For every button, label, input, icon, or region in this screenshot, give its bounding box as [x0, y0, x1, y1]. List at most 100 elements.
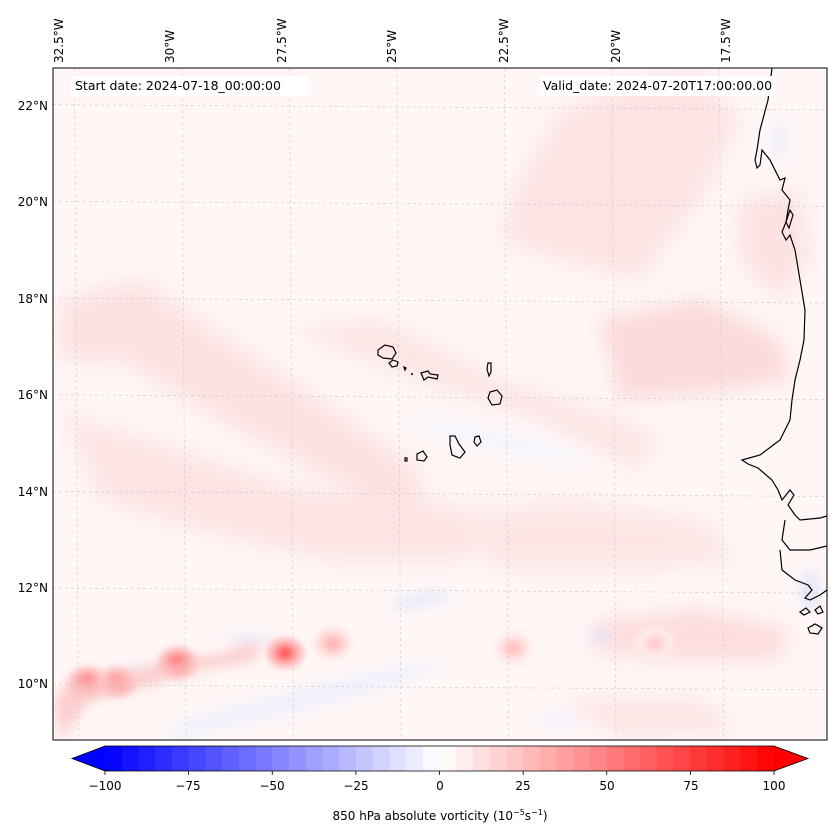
colorbar-segment [255, 746, 273, 771]
colorbar-tick-label: −75 [175, 779, 201, 793]
colorbar-segment [673, 746, 691, 771]
band-ne [500, 70, 740, 280]
colorbar-segment [171, 746, 190, 771]
band-south-c [450, 500, 740, 570]
lon-label-20w: 20°W [609, 29, 623, 63]
colorbar-tick-label: 75 [683, 779, 699, 793]
colorbar-segment [188, 746, 206, 771]
colorbar [70, 745, 810, 775]
colorbar-segment [138, 746, 156, 771]
colorbar-segment [606, 746, 624, 771]
neg-patch [225, 635, 275, 645]
colorbar-segment [288, 746, 307, 771]
lat-label-10n: 10°N [17, 677, 48, 691]
band-bottom [560, 700, 740, 735]
colorbar-segment [439, 746, 457, 771]
colorbar-tick-label: −25 [343, 779, 369, 793]
neg-patch [164, 664, 436, 736]
colorbar-label-paren: ) [542, 809, 548, 823]
island-fogo [416, 450, 428, 462]
colorbar-segment [506, 746, 524, 771]
colorbar-segment [740, 746, 758, 771]
colorbar-segment [690, 746, 708, 771]
island-sao-nicolau [420, 370, 439, 381]
colorbar-segment [523, 746, 541, 771]
colorbar-label-exp: −5 [512, 808, 525, 817]
island-sal [486, 362, 492, 378]
neg-patch [411, 418, 589, 462]
band-w [60, 400, 520, 560]
colorbar-segment [556, 746, 574, 771]
lon-label-32-5w: 32.5°W [52, 18, 66, 63]
lat-label-22n: 22°N [17, 99, 48, 113]
lon-label-22-5w: 22.5°W [497, 18, 511, 63]
colorbar-segment [372, 746, 390, 771]
wave-track [55, 640, 260, 740]
colorbar-segment [539, 746, 558, 771]
valid-date-label: Valid_date: 2024-07-20T17:00:00.00 [539, 76, 777, 96]
colorbar-segment [205, 746, 223, 771]
colorbar-segment [489, 746, 507, 771]
start-date-label: Start date: 2024-07-18_00:00:00 [71, 76, 309, 96]
lat-label-18n: 18°N [17, 292, 48, 306]
island-santa-luzia [402, 365, 407, 372]
island-santiago [449, 435, 466, 459]
colorbar-segment [623, 746, 641, 771]
colorbar-segment [105, 746, 123, 771]
colorbar-segment [757, 746, 775, 771]
colorbar-extend-max [774, 746, 808, 771]
island-sao-vicente [388, 359, 399, 368]
island-santo-antao [377, 344, 397, 360]
band-nw [60, 280, 420, 520]
lat-label-12n: 12°N [17, 581, 48, 595]
island-boa-vista [487, 389, 503, 406]
colorbar-segment [155, 746, 173, 771]
colorbar-segment [590, 746, 608, 771]
colorbar-segment [272, 746, 290, 771]
colorbar-segment [322, 746, 340, 771]
vorticity-maximum [649, 638, 661, 649]
colorbar-segment [573, 746, 591, 771]
colorbar-segment [707, 746, 725, 771]
neg-patch [588, 629, 612, 641]
colorbar-segment [339, 746, 357, 771]
colorbar-extend-min [72, 746, 105, 771]
colorbar-tick-label: 50 [599, 779, 615, 793]
gridline-longitude [289, 68, 294, 740]
colorbar-label-exp: −1 [531, 808, 543, 817]
lat-label-16n: 16°N [17, 388, 48, 402]
gridline-longitude [181, 68, 187, 740]
bijagos-islands [798, 605, 824, 635]
colorbar-tick-label: −100 [88, 779, 122, 793]
neg-patch [540, 714, 580, 726]
gridline-longitude [396, 68, 402, 740]
vorticity-maximum [279, 647, 292, 658]
colorbar-segment [472, 746, 491, 771]
colorbar-segment [640, 746, 658, 771]
lon-label-25w: 25°W [385, 29, 399, 63]
coastline [377, 68, 827, 635]
island-brava [404, 457, 408, 462]
colorbar-segment [389, 746, 407, 771]
colorbar-segment [406, 746, 424, 771]
colorbar-tick-label: −50 [259, 779, 285, 793]
island-raso [411, 373, 413, 375]
colorbar-label-text: 850 hPa absolute vorticity (10 [332, 809, 513, 823]
colorbar-segment [121, 746, 139, 771]
vorticity-maximum [326, 638, 339, 649]
neg-patch [390, 590, 450, 610]
map-frame [52, 67, 828, 741]
neg-patch [802, 570, 818, 610]
colorbar-segment [238, 746, 257, 771]
vorticity-field [53, 68, 827, 740]
lat-label-14n: 14°N [17, 485, 48, 499]
colorbar-tick-label: 100 [762, 779, 786, 793]
colorbar-segment [723, 746, 742, 771]
colorbar-segment [305, 746, 323, 771]
colorbar-label: 850 hPa absolute vorticity (10−5s−1) [332, 808, 547, 823]
colorbar-segment [222, 746, 240, 771]
colorbar-tick-label: 25 [515, 779, 531, 793]
gridline-longitude [74, 68, 79, 740]
